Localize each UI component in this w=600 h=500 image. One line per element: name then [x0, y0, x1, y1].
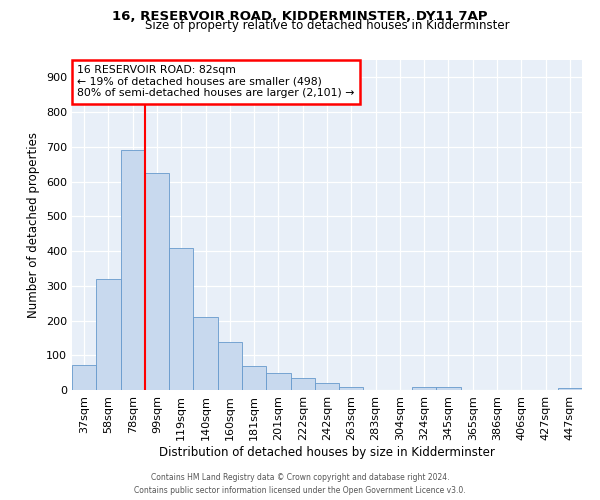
- Bar: [339, 386, 364, 390]
- Bar: [315, 383, 339, 390]
- Bar: [558, 388, 582, 390]
- Bar: [72, 365, 96, 390]
- Bar: [242, 366, 266, 390]
- Bar: [266, 374, 290, 390]
- Text: 16, RESERVOIR ROAD, KIDDERMINSTER, DY11 7AP: 16, RESERVOIR ROAD, KIDDERMINSTER, DY11 …: [112, 10, 488, 23]
- X-axis label: Distribution of detached houses by size in Kidderminster: Distribution of detached houses by size …: [159, 446, 495, 458]
- Text: 16 RESERVOIR ROAD: 82sqm
← 19% of detached houses are smaller (498)
80% of semi-: 16 RESERVOIR ROAD: 82sqm ← 19% of detach…: [77, 65, 355, 98]
- Y-axis label: Number of detached properties: Number of detached properties: [28, 132, 40, 318]
- Bar: [96, 279, 121, 390]
- Bar: [121, 150, 145, 390]
- Bar: [145, 173, 169, 390]
- Title: Size of property relative to detached houses in Kidderminster: Size of property relative to detached ho…: [145, 20, 509, 32]
- Bar: [436, 387, 461, 390]
- Text: Contains HM Land Registry data © Crown copyright and database right 2024.
Contai: Contains HM Land Registry data © Crown c…: [134, 474, 466, 495]
- Bar: [193, 317, 218, 390]
- Bar: [290, 378, 315, 390]
- Bar: [218, 342, 242, 390]
- Bar: [412, 387, 436, 390]
- Bar: [169, 248, 193, 390]
